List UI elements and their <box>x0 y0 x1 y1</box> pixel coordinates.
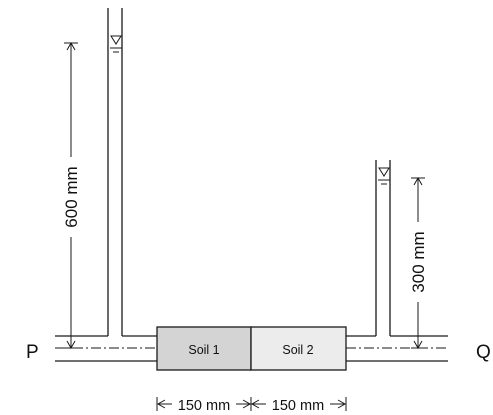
dimension-300mm <box>411 176 425 350</box>
dimension-300mm-label: 300 mm <box>409 231 428 292</box>
soil-1-label: Soil 1 <box>188 343 219 357</box>
dimension-150mm-pair <box>156 397 347 411</box>
label-p: P <box>26 342 39 363</box>
water-level-icon <box>110 35 122 53</box>
dimension-600mm-label: 600 mm <box>62 166 81 227</box>
water-level-icon <box>378 167 390 185</box>
dimension-soil2-length-label: 150 mm <box>272 398 324 414</box>
label-q: Q <box>476 342 491 363</box>
soil-2-sample <box>250 326 347 371</box>
soil-2-label: Soil 2 <box>282 343 313 357</box>
pipe-assembly <box>55 8 448 362</box>
dimension-600mm <box>64 41 78 350</box>
dimension-soil1-length-label: 150 mm <box>178 398 230 414</box>
